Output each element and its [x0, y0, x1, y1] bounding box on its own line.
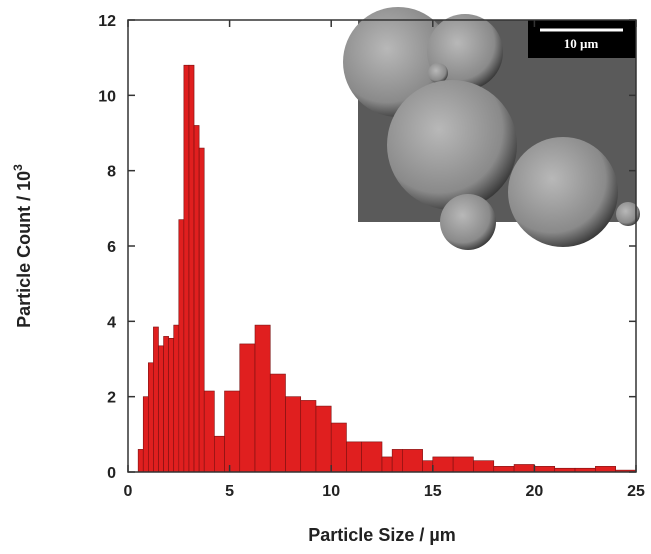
x-axis-label: Particle Size / µm [308, 525, 455, 545]
particle [616, 202, 640, 226]
x-tick-label: 15 [424, 483, 442, 500]
bar [178, 219, 185, 473]
bar [158, 345, 164, 473]
y-axis-label-text: Particle Count / 10 [14, 171, 34, 328]
bar [534, 466, 556, 473]
bar [239, 343, 256, 473]
bar [452, 456, 474, 473]
bar [513, 464, 535, 473]
bar [224, 390, 241, 473]
bar [163, 336, 169, 473]
bar [269, 373, 286, 473]
bar [142, 396, 149, 473]
bar [391, 449, 403, 473]
y-tick-label: 6 [107, 239, 116, 256]
x-tick-label: 25 [627, 483, 645, 500]
y-tick-label: 4 [107, 314, 116, 331]
bar [330, 422, 347, 473]
y-tick-label: 10 [98, 88, 116, 105]
scale-label: 10 µm [564, 36, 599, 51]
bar [300, 400, 317, 473]
bar [183, 64, 190, 473]
scale-box [528, 20, 636, 58]
y-tick-label: 12 [98, 13, 116, 30]
bar [193, 125, 200, 473]
bar [381, 456, 393, 473]
y-axis-label-exponent: 3 [11, 164, 25, 171]
x-tick-label: 5 [225, 483, 234, 500]
bar [402, 449, 423, 473]
y-tick-label: 8 [107, 164, 116, 181]
x-tick-label: 0 [124, 483, 133, 500]
particle [387, 80, 517, 210]
bar [203, 390, 215, 473]
y-tick-label: 0 [107, 465, 116, 482]
y-tick-label: 2 [107, 390, 116, 407]
particle [428, 63, 448, 83]
bar [153, 326, 159, 473]
x-tick-label: 20 [526, 483, 544, 500]
bar [254, 324, 271, 473]
y-axis-label: Particle Count / 103 [11, 164, 34, 328]
bar [473, 460, 495, 473]
particle [508, 137, 618, 247]
bar [422, 460, 434, 473]
bar [595, 466, 616, 473]
bar [346, 441, 362, 473]
bar [173, 324, 180, 473]
bar [168, 337, 175, 473]
bar [432, 456, 454, 473]
bar [315, 405, 332, 473]
bar [361, 441, 383, 473]
x-tick-label: 10 [322, 483, 340, 500]
bar [188, 64, 195, 473]
bar [148, 362, 154, 473]
bar [137, 449, 144, 473]
particle [440, 194, 496, 250]
sem-inset: 10 µm [343, 7, 640, 250]
bar [198, 147, 205, 473]
bar [285, 396, 302, 473]
bar [493, 466, 515, 473]
bar [214, 435, 225, 473]
